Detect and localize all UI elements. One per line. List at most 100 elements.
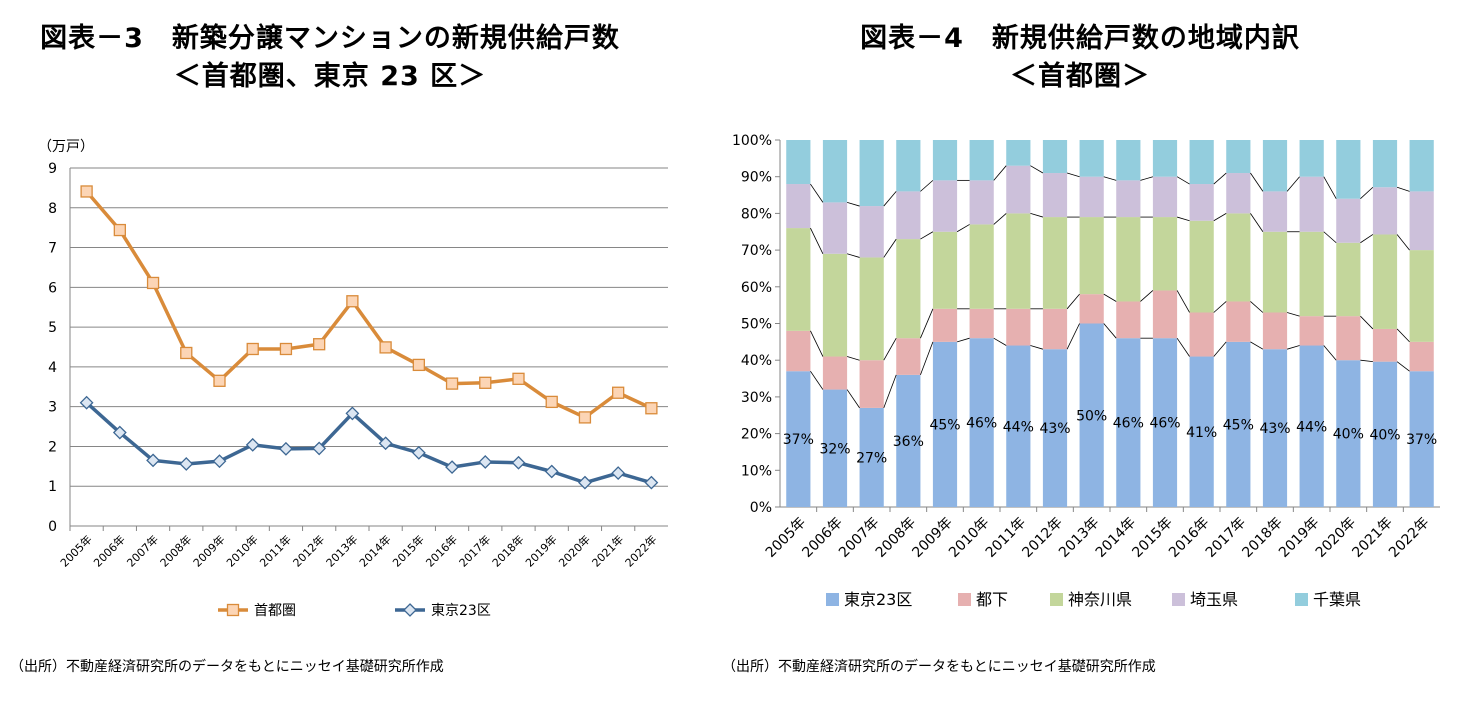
series-connector [993, 213, 1007, 225]
series-connector [810, 227, 824, 254]
y-tick-label: 50% [741, 317, 772, 333]
data-label: 44% [1003, 419, 1034, 435]
bar-segment [1042, 349, 1068, 507]
series-connector [1360, 315, 1374, 330]
series-connector [1103, 323, 1117, 339]
data-label: 50% [1076, 408, 1107, 424]
stacked-bar-chart-breakdown: 0%10%20%30%40%50%60%70%80%90%100%2005年20… [732, 133, 1440, 609]
bar-segment [1189, 184, 1214, 221]
bar-segment [1116, 217, 1141, 302]
data-point [545, 395, 558, 409]
bar-segment [822, 253, 848, 357]
series-connector [1176, 176, 1190, 185]
bar-segment [1299, 176, 1324, 232]
bar-segment [932, 341, 958, 507]
data-point [379, 341, 392, 354]
data-point [212, 454, 227, 469]
data-point [378, 436, 393, 451]
data-point [313, 338, 326, 351]
x-tick-label: 2005年 [763, 515, 809, 561]
legend-label: 千葉県 [1313, 590, 1361, 609]
bar-segment [896, 338, 921, 375]
bar-segment [859, 140, 884, 207]
data-point [179, 457, 194, 471]
series-connector [1396, 186, 1410, 192]
bar-segment [1006, 308, 1031, 346]
bar-segment [1262, 312, 1288, 350]
bar-segment [786, 228, 811, 331]
bar-segment [822, 140, 848, 203]
bar-segment [1336, 316, 1361, 361]
bar-segment [1372, 187, 1398, 235]
figure3-title: 図表－3 新築分譲マンションの新規供給戸数 ＜首都圏、東京 23 区＞ [20, 20, 640, 96]
data-label: 40% [1333, 427, 1364, 443]
x-tick-label: 2021年 [1349, 515, 1395, 561]
x-tick-label: 2009年 [909, 515, 955, 561]
y-tick-label: 4 [48, 360, 57, 376]
figure3-source-note: （出所）不動産経済研究所のデータをもとにニッセイ基礎研究所作成 [10, 659, 444, 675]
bar-segment [1262, 140, 1288, 192]
bar-segment [1079, 217, 1104, 295]
figure4-title-line1: 図表－4 新規供給戸数の地域内訳 [860, 23, 1300, 54]
series-connector [846, 253, 860, 258]
data-point [312, 441, 327, 456]
data-label: 37% [1406, 432, 1437, 448]
x-tick-label: 2007年 [836, 515, 882, 561]
bar-segment [1152, 290, 1178, 339]
legend-label: 首都圏 [254, 603, 296, 619]
data-point [478, 455, 493, 469]
bar-segment [1226, 140, 1251, 174]
bar-segment [1409, 371, 1434, 507]
x-tick-label: 2022年 [1386, 515, 1432, 561]
y-tick-label: 40% [741, 353, 772, 369]
data-point [146, 453, 160, 468]
legend-marker [403, 603, 417, 617]
series-connector [920, 231, 934, 240]
data-point [146, 276, 160, 290]
data-label: 41% [1186, 425, 1217, 441]
series-connector [1396, 361, 1410, 372]
bar-segment [1226, 173, 1251, 214]
legend-label: 神奈川県 [1068, 590, 1132, 609]
bar-segment [896, 191, 921, 240]
bar-segment [1189, 220, 1214, 313]
y-tick-label: 5 [48, 320, 57, 336]
x-tick-label: 2011年 [983, 515, 1029, 561]
bar-segment [1152, 176, 1178, 218]
legend-swatch [826, 593, 839, 606]
series-connector [1066, 172, 1080, 178]
y-tick-label: 10% [741, 463, 772, 479]
bar-segment [1116, 338, 1141, 507]
legend-swatch [1172, 593, 1185, 606]
bar-segment [1409, 191, 1434, 251]
y-tick-label: 9 [48, 161, 57, 177]
series-connector [1176, 290, 1190, 313]
series-connector [1030, 165, 1044, 174]
bar-segment [786, 371, 811, 507]
bar-segment [1079, 140, 1104, 177]
series-connector [1323, 231, 1337, 244]
series-connector [846, 356, 860, 361]
series-connector [1396, 328, 1410, 343]
figure3-title-line1: 図表－3 新築分譲マンションの新規供給戸数 [40, 23, 620, 54]
series-connector [1286, 176, 1300, 192]
series-connector [1066, 293, 1080, 310]
series-connector [1323, 345, 1337, 361]
bar-segment [1336, 140, 1361, 199]
data-label: 43% [1259, 421, 1290, 437]
data-point [611, 466, 626, 481]
bar-segment [1042, 173, 1068, 218]
legend-label: 都下 [976, 590, 1008, 609]
y-tick-label: 2 [48, 439, 57, 455]
bar-segment [1262, 191, 1288, 232]
bar-segment [1152, 338, 1178, 507]
bar-segment [1116, 180, 1141, 218]
bar-segment [1189, 312, 1214, 357]
y-tick-label: 8 [48, 201, 57, 217]
x-tick-label: 2018年 [1239, 515, 1285, 561]
data-point [479, 376, 492, 389]
data-point [411, 445, 426, 460]
bar-segment [1116, 140, 1141, 181]
data-point [180, 346, 193, 360]
x-tick-label: 2006年 [799, 515, 845, 561]
